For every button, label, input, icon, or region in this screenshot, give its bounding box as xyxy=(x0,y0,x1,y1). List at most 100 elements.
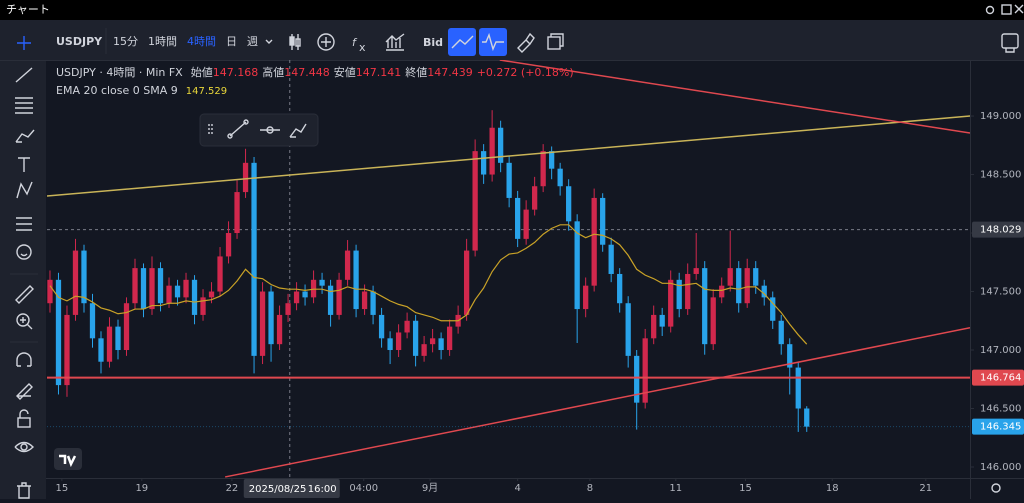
candle-body xyxy=(47,279,53,304)
candle-body xyxy=(327,285,334,315)
x-tick-label: 18 xyxy=(826,483,839,494)
candle-body xyxy=(617,273,623,304)
candle-body xyxy=(191,279,198,315)
candle-body xyxy=(710,297,716,345)
compare-button[interactable] xyxy=(317,33,335,51)
legend-symbol: USDJPY · 4時間 · Min FX xyxy=(56,66,183,79)
candle-body xyxy=(608,244,614,274)
indicators-button[interactable]: f xyxy=(352,36,358,49)
crosshair-price-bg xyxy=(972,221,1024,238)
ohlc-value: 147.141 xyxy=(356,66,402,79)
ohlc-label: 安値 xyxy=(334,66,356,79)
replay-active[interactable] xyxy=(479,28,507,56)
interval[interactable]: 4時間 xyxy=(187,35,216,48)
x-tick-label: 15 xyxy=(56,483,69,494)
candle-body xyxy=(642,338,648,403)
symbol[interactable]: USDJPY xyxy=(56,35,103,48)
candle-body xyxy=(225,233,232,257)
candle-body xyxy=(625,303,631,356)
candle-body xyxy=(761,285,767,298)
candle-body xyxy=(438,338,444,351)
candle-body xyxy=(72,250,79,315)
candle-body xyxy=(583,285,589,310)
candle-body xyxy=(140,268,147,310)
x-tick-label: 8 xyxy=(587,483,593,494)
line-tool-icon xyxy=(451,35,474,49)
candle-body xyxy=(336,279,342,315)
interval-menu[interactable] xyxy=(265,39,273,44)
y-tick-label: 146.500 xyxy=(980,404,1021,415)
interval[interactable]: 1時間 xyxy=(148,35,177,48)
candle-body xyxy=(370,291,376,315)
title-bar xyxy=(0,0,1024,20)
candle-body xyxy=(659,314,665,327)
settings-button[interactable] xyxy=(991,483,1001,493)
chart-type-button[interactable] xyxy=(289,34,301,50)
ohlc-value: 147.439 xyxy=(427,66,473,79)
window-title: チャート xyxy=(6,3,50,16)
candle-body xyxy=(234,192,240,234)
intervals: 15分 1時間 4時間日週 xyxy=(113,35,258,48)
candle-body xyxy=(157,268,164,304)
y-tick-label: 149.000 xyxy=(980,111,1021,122)
candle-body xyxy=(361,291,368,310)
ema-line xyxy=(49,224,808,345)
layout-button[interactable] xyxy=(547,33,564,50)
candle-body xyxy=(702,268,708,345)
candle-body xyxy=(319,279,325,286)
ohlc-value: 147.168 xyxy=(213,66,259,79)
candle-body xyxy=(344,250,351,280)
fullscreen-button[interactable] xyxy=(1001,33,1019,53)
candle-body xyxy=(132,268,138,304)
candle-body xyxy=(591,197,597,286)
crosshair-time-bg xyxy=(243,479,340,498)
window-controls[interactable] xyxy=(985,4,1024,15)
candle-body xyxy=(412,320,419,356)
logo xyxy=(54,448,82,470)
x-tick-label: 04:00 xyxy=(349,483,378,494)
floating-tools[interactable] xyxy=(208,119,307,139)
brush-button[interactable] xyxy=(517,32,535,53)
crosshair-time: 16:00 xyxy=(308,484,337,495)
candle-body xyxy=(480,151,487,175)
price-type[interactable]: Bid xyxy=(423,36,443,49)
candle-body xyxy=(497,127,504,163)
plot-area xyxy=(47,60,970,478)
candle-body xyxy=(55,279,62,386)
candle-body xyxy=(549,151,555,169)
candle-body xyxy=(753,268,759,286)
x-tick-label: 9月 xyxy=(422,482,438,494)
candle-body xyxy=(268,291,274,345)
candle-body xyxy=(787,344,793,368)
y-tick-label: 147.000 xyxy=(980,345,1021,356)
candle-body xyxy=(515,197,521,239)
trend-line[interactable] xyxy=(47,115,970,197)
top-toolbar xyxy=(0,20,1024,60)
x-tick-label: 4 xyxy=(514,483,520,494)
candle-body xyxy=(574,221,580,310)
templates-button[interactable] xyxy=(385,33,405,51)
interval[interactable]: 週 xyxy=(247,35,258,48)
ohlc-label: 終値 xyxy=(405,66,427,79)
candle-body xyxy=(217,256,223,292)
interval[interactable]: 日 xyxy=(226,35,237,48)
candle-body xyxy=(302,291,308,298)
candle-body xyxy=(174,285,181,298)
candle-body xyxy=(115,326,121,351)
candle-body xyxy=(89,303,96,339)
drawing-tools[interactable] xyxy=(14,36,35,499)
ohlc-value: 147.448 xyxy=(284,66,330,79)
replay-icon xyxy=(482,32,504,52)
candle-body xyxy=(600,197,606,245)
trend-line[interactable] xyxy=(499,60,970,134)
candle-body xyxy=(804,408,810,427)
candle-body xyxy=(200,297,206,315)
ohlc-label: 始値 xyxy=(191,65,213,79)
candle-body xyxy=(523,209,529,239)
candle-body xyxy=(685,273,691,310)
candle-body xyxy=(387,338,393,351)
indicator-value: 147.529 xyxy=(186,86,227,97)
trend-line[interactable] xyxy=(224,327,970,478)
interval[interactable]: 15分 xyxy=(113,35,138,48)
